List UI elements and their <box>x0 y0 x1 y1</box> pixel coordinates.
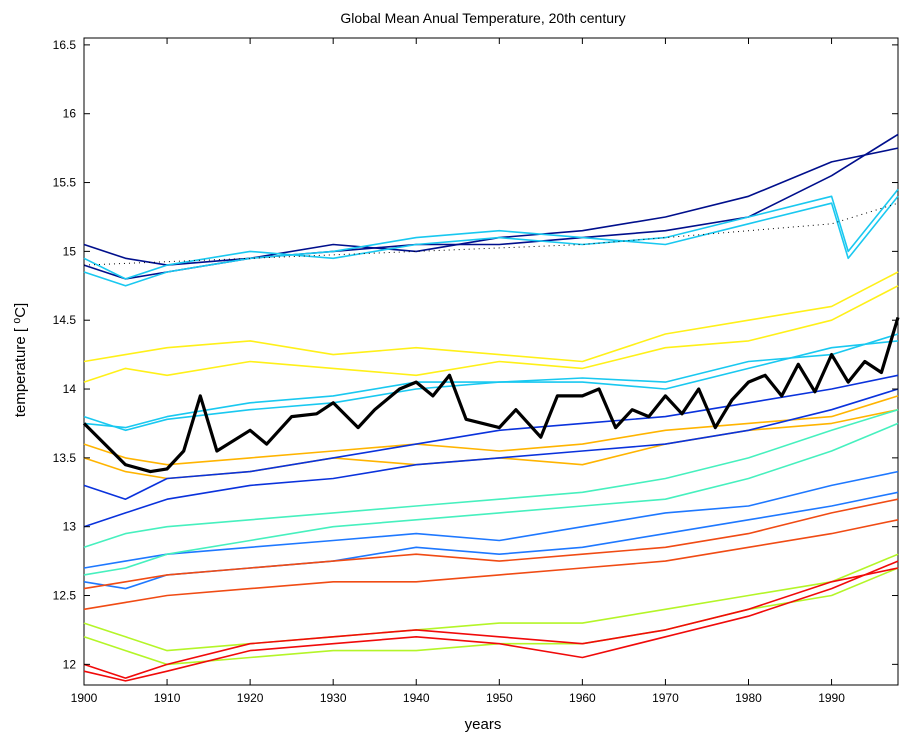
model-series-line <box>83 519 899 611</box>
y-tick-label: 14 <box>63 382 77 396</box>
model-series-line <box>83 491 899 590</box>
x-tick-label: 1920 <box>237 691 264 705</box>
ticks-layer: 1900 1910 1920 1930 1940 1950 1960 1970 1980 1990… <box>53 38 898 705</box>
model-series-line <box>83 395 899 466</box>
chart-title: Global Mean Anual Temperature, 20th cent… <box>340 10 625 26</box>
y-axis-label: temperature [ ⁰C] <box>12 303 29 417</box>
y-tick-label: 12 <box>63 657 77 671</box>
model-series-line <box>83 567 899 679</box>
observed-series-line <box>82 316 900 474</box>
x-tick-label: 1950 <box>486 691 513 705</box>
x-tick-label: 1910 <box>154 691 181 705</box>
plot-area: 1900 1910 1920 1930 1940 1950 1960 1970 1980 1990… <box>53 37 900 705</box>
plot-frame <box>83 37 899 686</box>
x-tick-label: 1900 <box>71 691 98 705</box>
x-tick-label: 1970 <box>652 691 679 705</box>
y-tick-label: 12.5 <box>53 589 77 603</box>
x-tick-label: 1940 <box>403 691 430 705</box>
model-series-line <box>83 498 899 590</box>
model-series-line <box>83 340 899 432</box>
x-tick-label: 1930 <box>320 691 347 705</box>
model-series-line <box>83 422 899 576</box>
model-series-line <box>83 374 899 500</box>
x-axis-label: years <box>465 716 502 733</box>
y-tick-label: 13 <box>63 520 77 534</box>
y-tick-label: 15.5 <box>53 176 77 190</box>
model-series-line <box>83 333 899 429</box>
model-series-line <box>83 147 899 266</box>
model-series-line <box>83 195 899 287</box>
y-tick-label: 13.5 <box>53 451 77 465</box>
x-tick-label: 1980 <box>735 691 762 705</box>
model-series-line <box>83 388 899 528</box>
model-series-line <box>83 188 899 280</box>
x-tick-label: 1960 <box>569 691 596 705</box>
x-tick-label: 1990 <box>818 691 845 705</box>
model-series-line <box>83 285 899 383</box>
y-tick-label: 16 <box>63 107 77 121</box>
model-series-line <box>83 567 899 666</box>
model-series-line <box>83 553 899 652</box>
series-layer <box>82 133 900 682</box>
model-series-line <box>83 560 899 682</box>
model-series-line <box>83 271 899 363</box>
y-tick-label: 16.5 <box>53 38 77 52</box>
model-series-line <box>83 408 899 549</box>
y-tick-label: 14.5 <box>53 313 77 327</box>
y-tick-label: 15 <box>63 244 77 258</box>
model-series-line <box>83 470 899 569</box>
